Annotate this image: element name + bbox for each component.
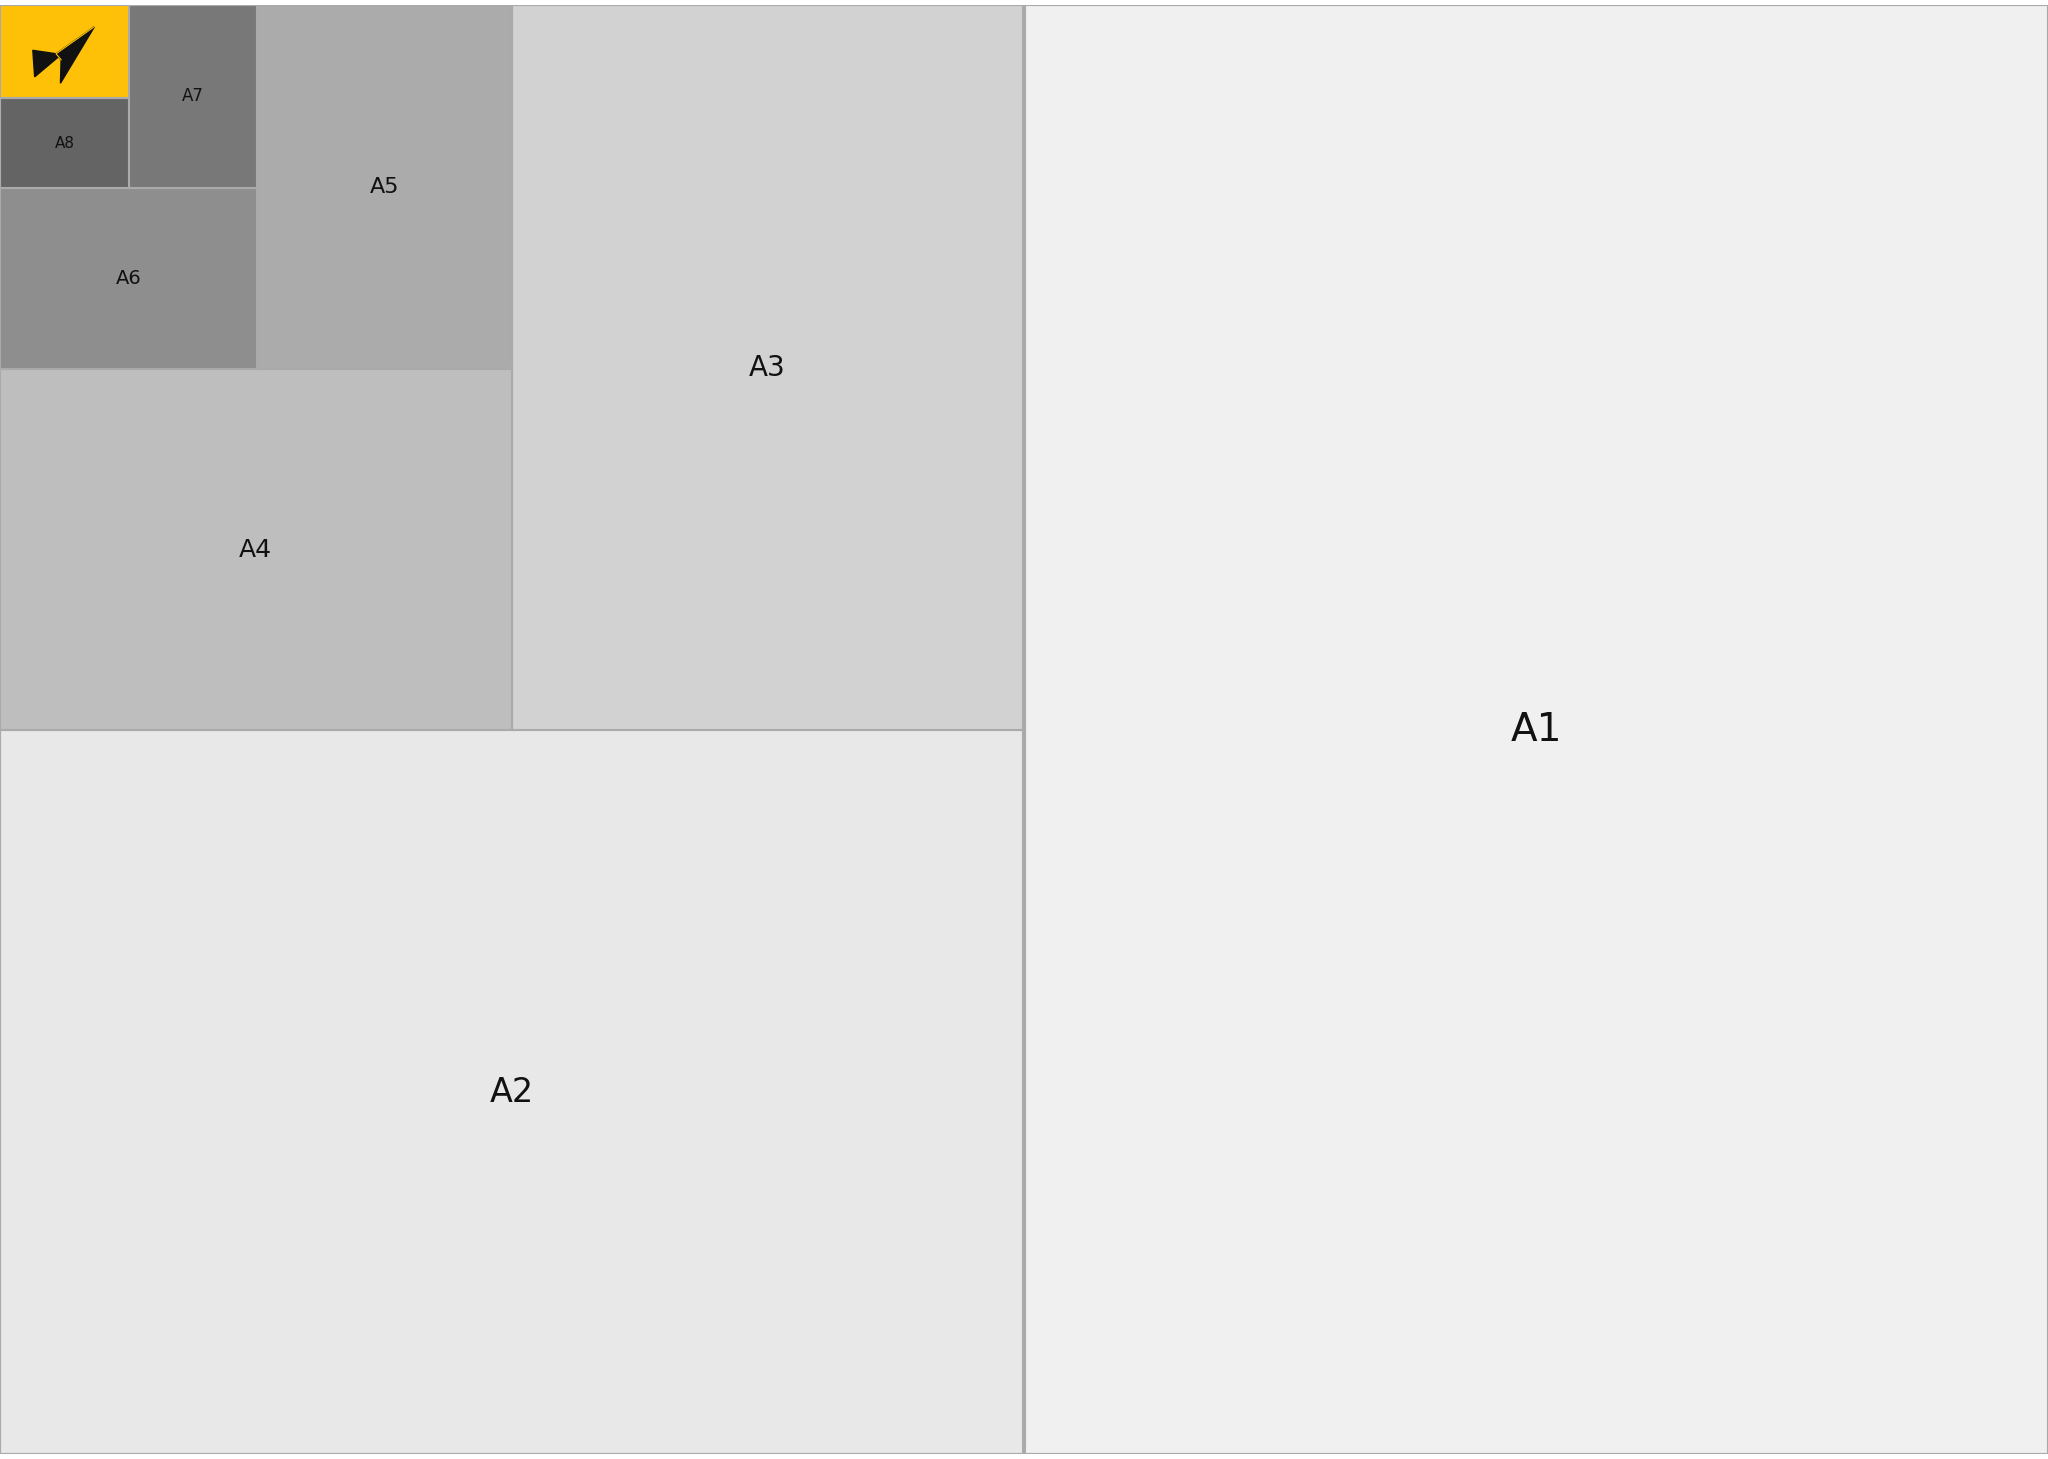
Text: A7: A7 <box>182 88 205 105</box>
Bar <box>0 6 129 98</box>
Bar <box>1024 6 2048 1453</box>
Bar <box>129 6 256 188</box>
Text: A6: A6 <box>115 268 141 287</box>
Text: A8: A8 <box>55 136 74 150</box>
Text: A5: A5 <box>369 177 399 197</box>
Bar <box>0 731 1024 1453</box>
Text: A1: A1 <box>1511 711 1563 748</box>
Polygon shape <box>33 26 94 83</box>
Bar <box>0 188 256 369</box>
Bar <box>0 98 129 188</box>
Text: A2: A2 <box>489 1075 535 1109</box>
Bar <box>512 6 1024 731</box>
Bar <box>256 6 512 369</box>
Polygon shape <box>55 26 94 60</box>
Bar <box>0 369 512 731</box>
Text: A3: A3 <box>750 353 786 382</box>
Text: A4: A4 <box>240 537 272 562</box>
